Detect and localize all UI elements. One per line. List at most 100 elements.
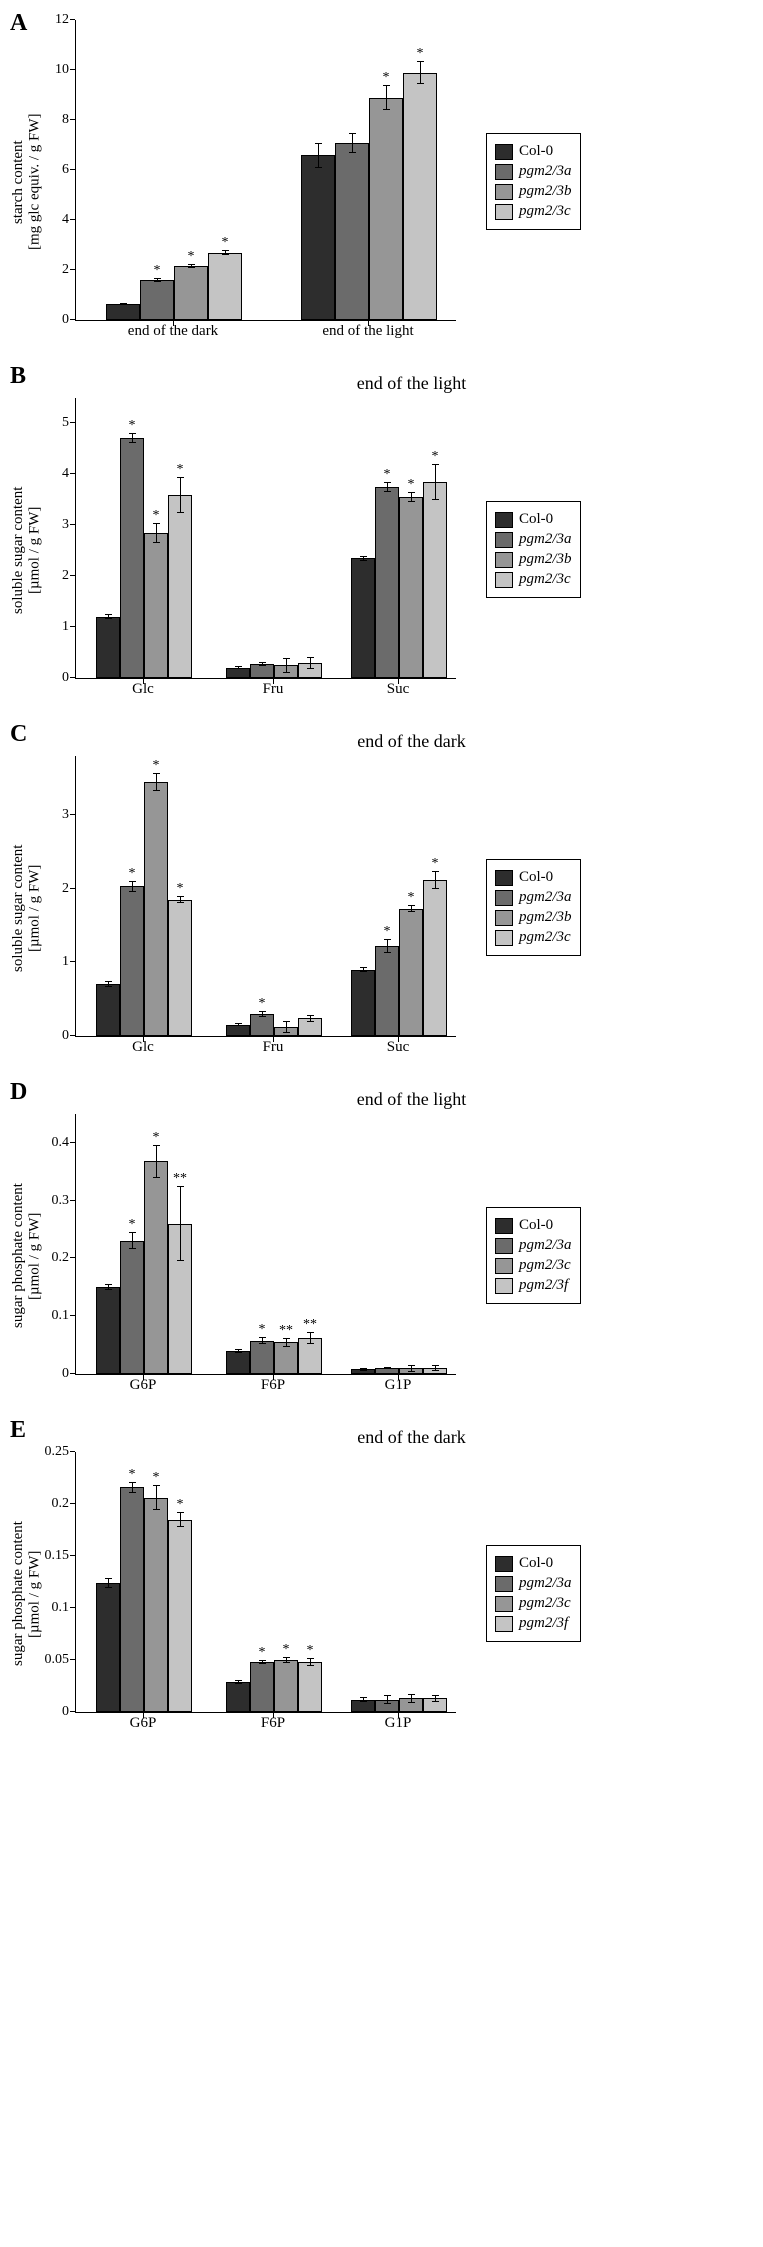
legend: Col-0pgm2/3apgm2/3cpgm2/3f xyxy=(486,1545,581,1642)
error-bar xyxy=(156,523,157,543)
bar xyxy=(106,304,140,320)
legend-item: pgm2/3b xyxy=(495,183,572,200)
legend-label: pgm2/3c xyxy=(519,203,571,220)
error-bar xyxy=(411,492,412,502)
y-tick-label: 2 xyxy=(62,262,69,278)
bar-group: ** xyxy=(301,47,437,320)
bar xyxy=(96,617,120,678)
significance-marker: * xyxy=(259,997,266,1011)
error-bar xyxy=(108,981,109,987)
error-bar xyxy=(225,250,226,255)
panel-title: end of the light xyxy=(70,373,753,394)
error-bar xyxy=(157,278,158,282)
error-bar xyxy=(180,1512,181,1527)
panel-label: B xyxy=(10,363,26,390)
error-bar xyxy=(286,1021,287,1033)
panel-label: C xyxy=(10,721,27,748)
y-tick-label: 1 xyxy=(62,954,69,970)
y-axis-label: soluble sugar content[µmol / g FW] xyxy=(10,768,43,1048)
plot-area: ****** xyxy=(75,1452,456,1713)
legend-label: pgm2/3a xyxy=(519,163,572,180)
legend-swatch xyxy=(495,890,513,906)
error-bar xyxy=(286,658,287,673)
error-bar xyxy=(238,1023,239,1026)
legend-item: pgm2/3c xyxy=(495,1595,572,1612)
y-axis-label: sugar phosphate content[µmol / g FW] xyxy=(10,1464,43,1724)
error-bar xyxy=(387,1695,388,1703)
bar-group: ***** xyxy=(226,1318,322,1374)
error-bar xyxy=(108,614,109,619)
bar xyxy=(140,280,174,320)
significance-marker: ** xyxy=(173,1172,187,1186)
bar-group: * xyxy=(226,997,322,1036)
significance-marker: * xyxy=(307,1644,314,1658)
bar xyxy=(399,909,423,1036)
significance-marker: * xyxy=(384,468,391,482)
y-tick-label: 8 xyxy=(62,112,69,128)
bar xyxy=(120,1241,144,1374)
legend-swatch xyxy=(495,144,513,160)
legend-item: pgm2/3a xyxy=(495,163,572,180)
significance-marker: * xyxy=(153,759,160,773)
significance-marker: * xyxy=(154,264,161,278)
bar xyxy=(250,1014,274,1036)
y-axis-label: soluble sugar content[µmol / g FW] xyxy=(10,410,43,690)
bar xyxy=(96,1583,120,1712)
bar xyxy=(168,495,192,678)
significance-marker: * xyxy=(153,509,160,523)
bar xyxy=(144,1161,168,1374)
error-bar xyxy=(363,1368,364,1370)
significance-marker: * xyxy=(129,1468,136,1482)
error-bar xyxy=(352,133,353,153)
legend-label: pgm2/3b xyxy=(519,551,572,568)
legend-item: pgm2/3b xyxy=(495,551,572,568)
y-tick-label: 0 xyxy=(62,1366,69,1382)
error-bar xyxy=(262,1011,263,1017)
bar xyxy=(298,1662,322,1712)
bar xyxy=(226,668,250,678)
error-bar xyxy=(132,1232,133,1249)
legend-swatch xyxy=(495,1556,513,1572)
y-tick-label: 1 xyxy=(62,619,69,635)
bar xyxy=(423,482,447,678)
legend-label: pgm2/3c xyxy=(519,1595,571,1612)
significance-marker: * xyxy=(283,1643,290,1657)
legend-swatch xyxy=(495,930,513,946)
legend-swatch xyxy=(495,870,513,886)
bar xyxy=(144,782,168,1036)
legend-swatch xyxy=(495,1576,513,1592)
legend-label: pgm2/3a xyxy=(519,889,572,906)
error-bar xyxy=(435,1365,436,1371)
legend-swatch xyxy=(495,910,513,926)
error-bar xyxy=(191,264,192,268)
legend-swatch xyxy=(495,1596,513,1612)
error-bar xyxy=(363,556,364,561)
bar xyxy=(274,1660,298,1712)
legend-item: pgm2/3b xyxy=(495,909,572,926)
legend-label: pgm2/3c xyxy=(519,571,571,588)
bar-group: *** xyxy=(106,236,242,320)
significance-marker: * xyxy=(222,236,229,250)
error-bar xyxy=(310,1015,311,1022)
significance-marker: * xyxy=(384,925,391,939)
error-bar xyxy=(286,1657,287,1663)
legend-swatch xyxy=(495,1258,513,1274)
panel-title: end of the dark xyxy=(70,731,753,752)
legend: Col-0pgm2/3apgm2/3bpgm2/3c xyxy=(486,133,581,230)
bar-group: *** xyxy=(96,759,192,1036)
bar xyxy=(375,946,399,1036)
error-bar xyxy=(386,85,387,110)
bar xyxy=(250,1662,274,1712)
bar xyxy=(208,253,242,321)
panel-E: Eend of the darksugar phosphate content[… xyxy=(10,1427,753,1735)
significance-marker: * xyxy=(153,1131,160,1145)
legend-swatch xyxy=(495,1238,513,1254)
y-tick-label: 0.2 xyxy=(52,1496,70,1512)
bar-group: *** xyxy=(226,1643,322,1712)
significance-marker: * xyxy=(383,71,390,85)
significance-marker: * xyxy=(408,478,415,492)
y-tick-label: 0.1 xyxy=(52,1308,70,1324)
error-bar xyxy=(363,967,364,971)
panel-title: end of the light xyxy=(70,1089,753,1110)
error-bar xyxy=(156,1145,157,1177)
